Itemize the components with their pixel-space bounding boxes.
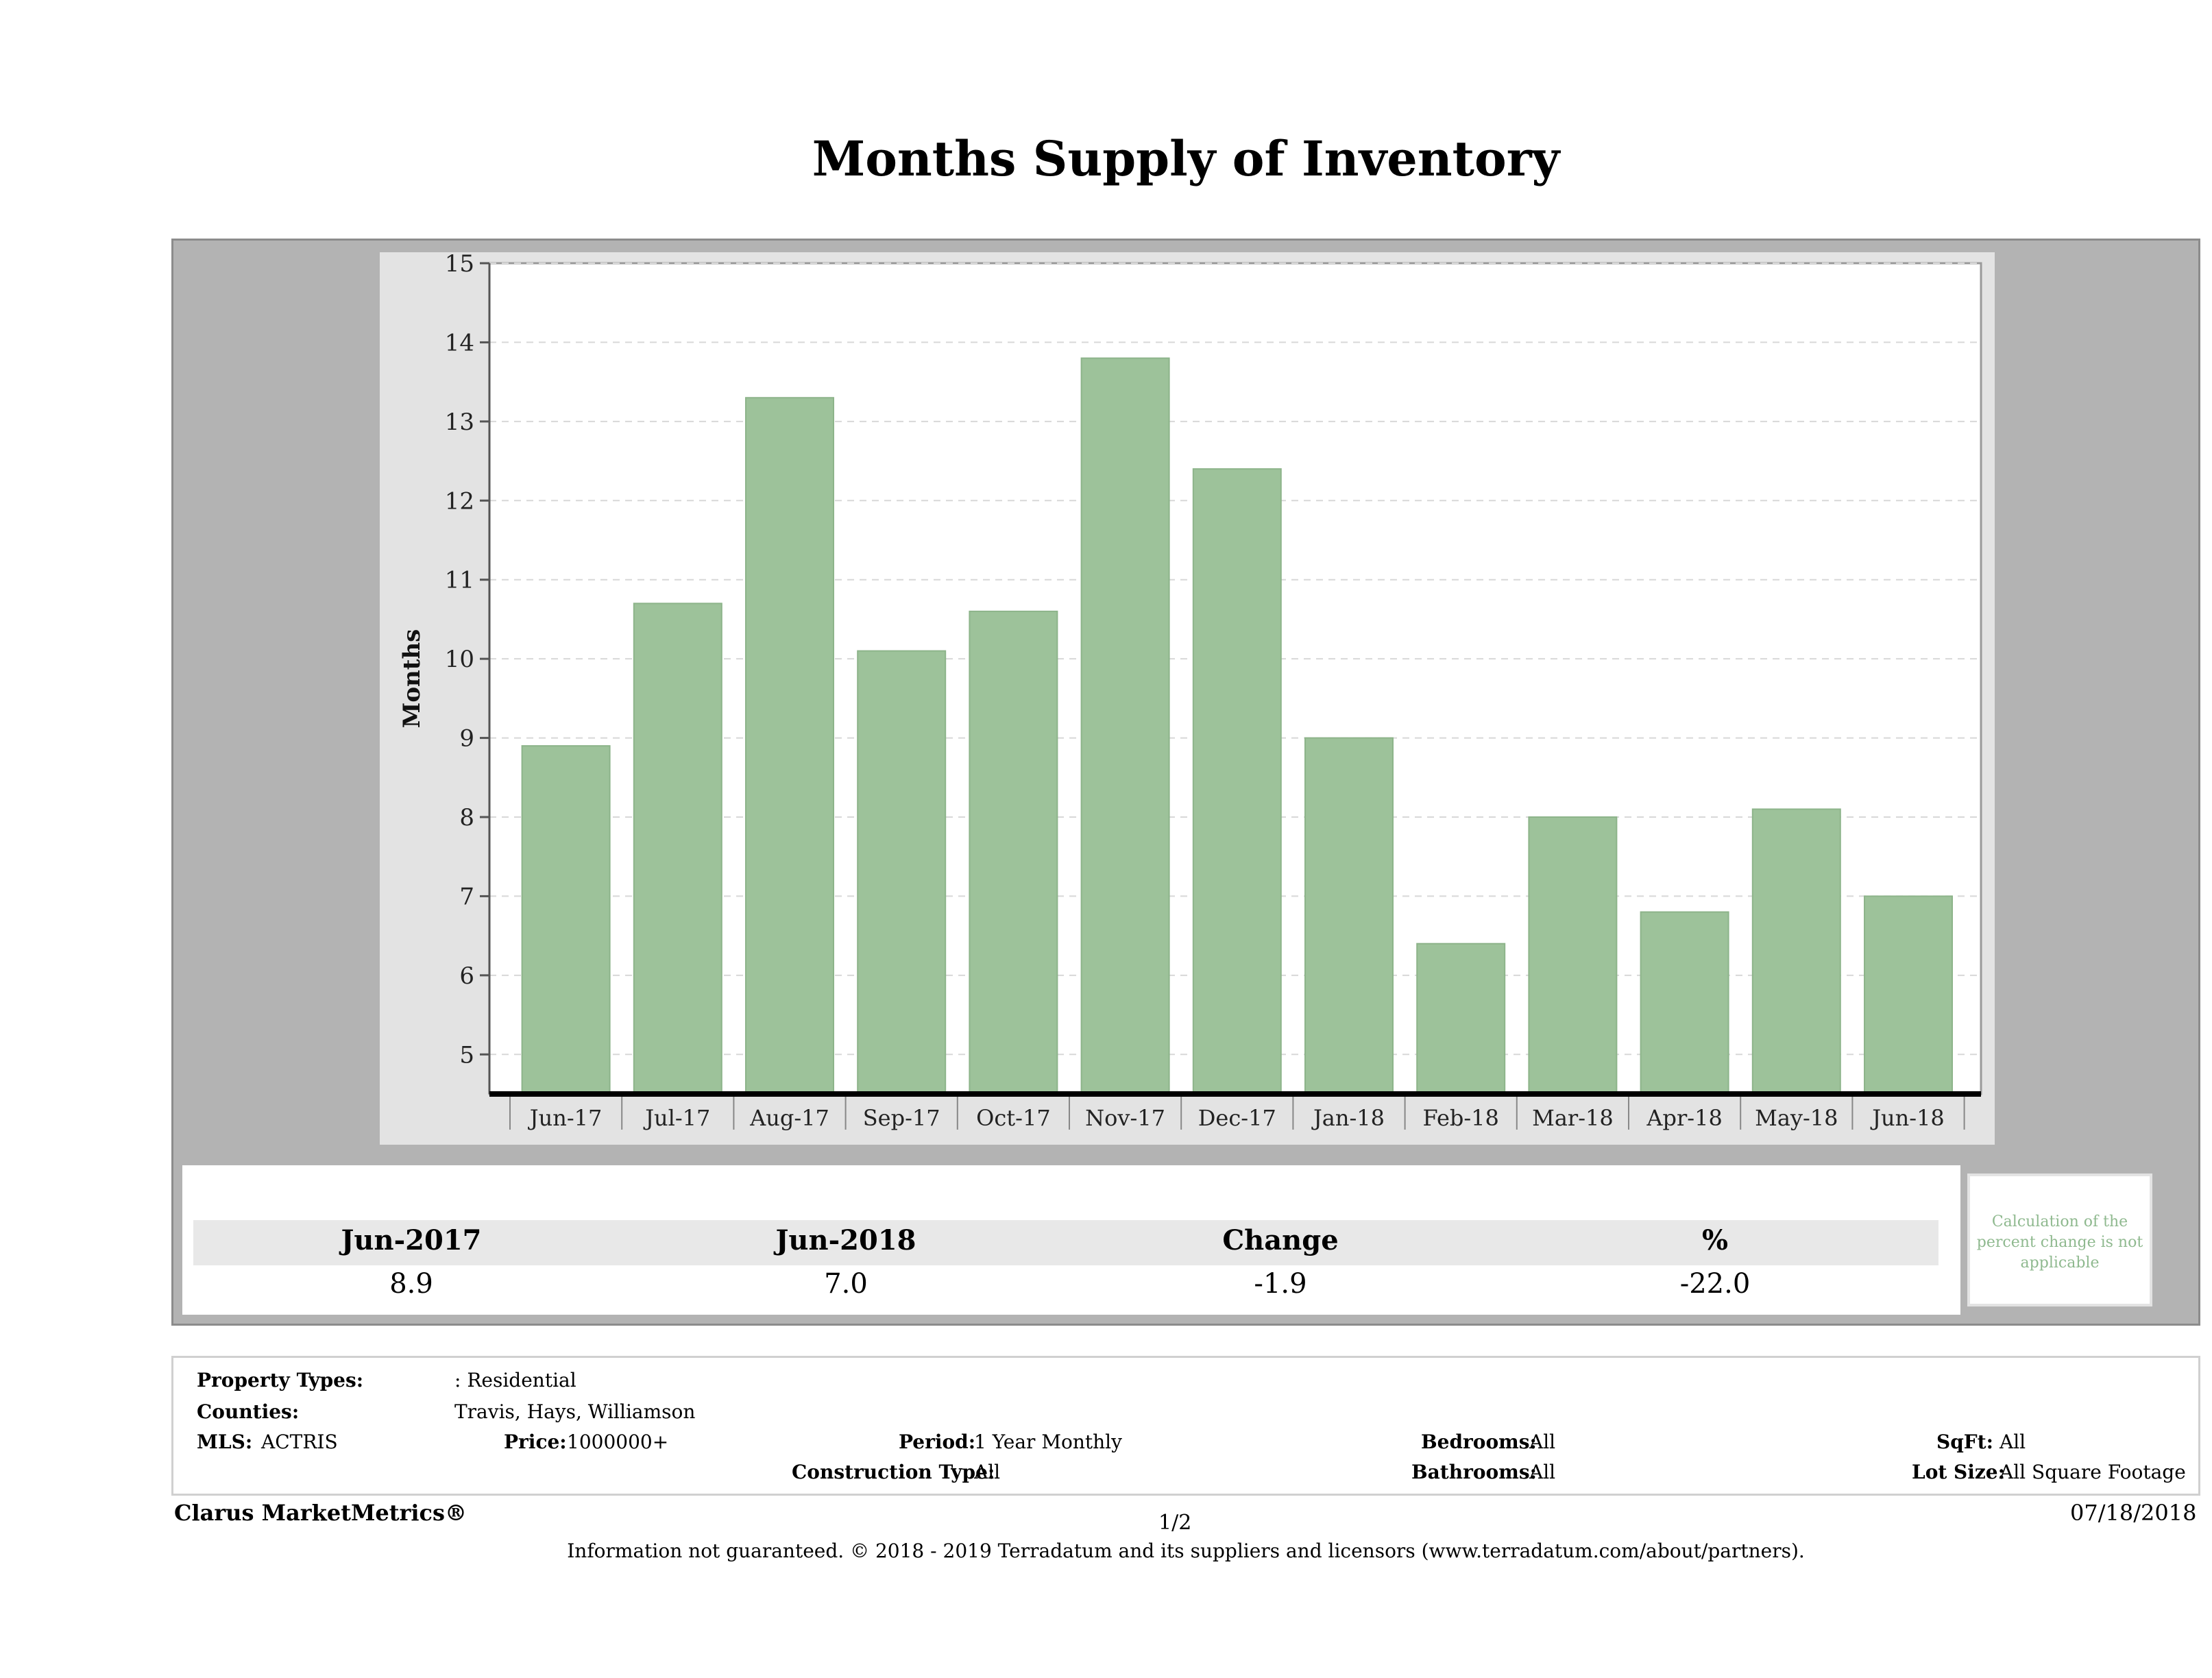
summary-header-jun-2017: Jun-2017 — [341, 1224, 482, 1256]
percent-note: Calculation of the percent change is not… — [1967, 1174, 2152, 1306]
x-tick-label: Jan-18 — [1311, 1105, 1385, 1131]
property-types-label: Property Types: — [197, 1369, 364, 1391]
mls-label: MLS: — [197, 1431, 253, 1453]
bar-sep-17 — [857, 650, 947, 1095]
y-tick-label: 15 — [445, 252, 474, 278]
disclaimer: Information not guaranteed. © 2018 - 201… — [567, 1540, 1805, 1562]
y-tick-label: 11 — [445, 567, 474, 594]
bar-jan-18 — [1304, 737, 1394, 1095]
bedrooms-value: All — [1529, 1431, 1556, 1453]
bar-aug-17 — [745, 397, 834, 1095]
bathrooms-value: All — [1529, 1461, 1556, 1483]
page-number: 1/2 — [1158, 1511, 1192, 1535]
y-axis-label: Months — [398, 629, 426, 729]
x-tick-label: Dec-17 — [1198, 1105, 1276, 1131]
y-tick-label: 14 — [445, 329, 474, 356]
y-tick-label: 6 — [459, 962, 474, 990]
x-tick-label: Apr-18 — [1646, 1105, 1722, 1131]
y-tick-label: 8 — [459, 804, 474, 831]
summary-value-jun-2017: 8.9 — [389, 1268, 433, 1300]
y-tick-label: 10 — [445, 646, 474, 673]
bar-dec-17 — [1192, 468, 1282, 1095]
lot-size-label: Lot Size: — [1912, 1461, 2005, 1483]
x-tick-label: Aug-17 — [749, 1105, 829, 1131]
summary-header-change: Change — [1222, 1224, 1339, 1256]
report-date: 07/18/2018 — [2070, 1500, 2197, 1526]
lot-size-value: All Square Footage — [2000, 1461, 2186, 1483]
y-tick-label: 7 — [459, 883, 474, 910]
counties-label: Counties: — [197, 1400, 300, 1423]
brand-name: Clarus MarketMetrics® — [174, 1500, 467, 1526]
y-tick-label: 9 — [459, 725, 474, 753]
summary-header-percent: % — [1701, 1224, 1728, 1256]
x-tick-label: Feb-18 — [1422, 1105, 1498, 1131]
property-types-value: : Residential — [454, 1369, 576, 1391]
bar-feb-18 — [1416, 943, 1506, 1095]
y-tick-label: 5 — [459, 1041, 474, 1069]
bar-apr-18 — [1640, 911, 1729, 1095]
bar-jul-17 — [633, 603, 722, 1095]
counties-value: Travis, Hays, Williamson — [454, 1400, 696, 1423]
x-tick-label: Jul-17 — [643, 1105, 710, 1131]
construction-type-value: All — [974, 1461, 1001, 1483]
price-label: Price: — [504, 1431, 567, 1453]
bar-oct-17 — [969, 610, 1058, 1095]
page-title: Months Supply of Inventory — [812, 130, 1560, 187]
x-tick-label: Jun-18 — [1870, 1105, 1945, 1131]
summary-header-jun-2018: Jun-2018 — [775, 1224, 916, 1256]
construction-type-label: Construction Type: — [792, 1461, 995, 1483]
bathrooms-label: Bathrooms: — [1411, 1461, 1537, 1483]
bar-jun-18 — [1864, 895, 1953, 1095]
summary-header-row — [193, 1220, 1938, 1265]
summary-value-percent: -22.0 — [1679, 1268, 1751, 1300]
x-tick-label: Oct-17 — [976, 1105, 1051, 1131]
price-value: 1000000+ — [567, 1431, 669, 1453]
filter-panel: Property Types: : Residential Counties: … — [171, 1356, 2200, 1496]
period-label: Period: — [899, 1431, 976, 1453]
summary-value-jun-2018: 7.0 — [824, 1268, 868, 1300]
bar-jun-17 — [521, 745, 611, 1095]
bar-mar-18 — [1528, 816, 1618, 1095]
summary-value-row — [193, 1267, 1938, 1308]
x-tick-label: May-18 — [1755, 1105, 1838, 1131]
bedrooms-label: Bedrooms: — [1421, 1431, 1537, 1453]
sqft-value: All — [2000, 1431, 2026, 1453]
x-tick-label: Nov-17 — [1085, 1105, 1165, 1131]
summary-blank-row — [193, 1174, 1938, 1220]
summary-value-change: -1.9 — [1254, 1268, 1307, 1300]
x-tick-label: Jun-17 — [528, 1105, 603, 1131]
y-tick-label: 12 — [445, 487, 474, 515]
bar-may-18 — [1751, 808, 1841, 1095]
x-tick-label: Mar-18 — [1532, 1105, 1614, 1131]
period-value: 1 Year Monthly — [974, 1431, 1122, 1453]
x-tick-label: Sep-17 — [863, 1105, 940, 1131]
bar-chart: 5 6 7 8 9 10 11 12 13 14 15 Months Jun-17 Jul-17 Aug-1… — [398, 252, 1982, 1131]
y-tick-label: 13 — [445, 409, 474, 436]
mls-value: ACTRIS — [261, 1431, 338, 1453]
bar-nov-17 — [1080, 357, 1170, 1095]
sqft-label: SqFt: — [1936, 1431, 1993, 1453]
